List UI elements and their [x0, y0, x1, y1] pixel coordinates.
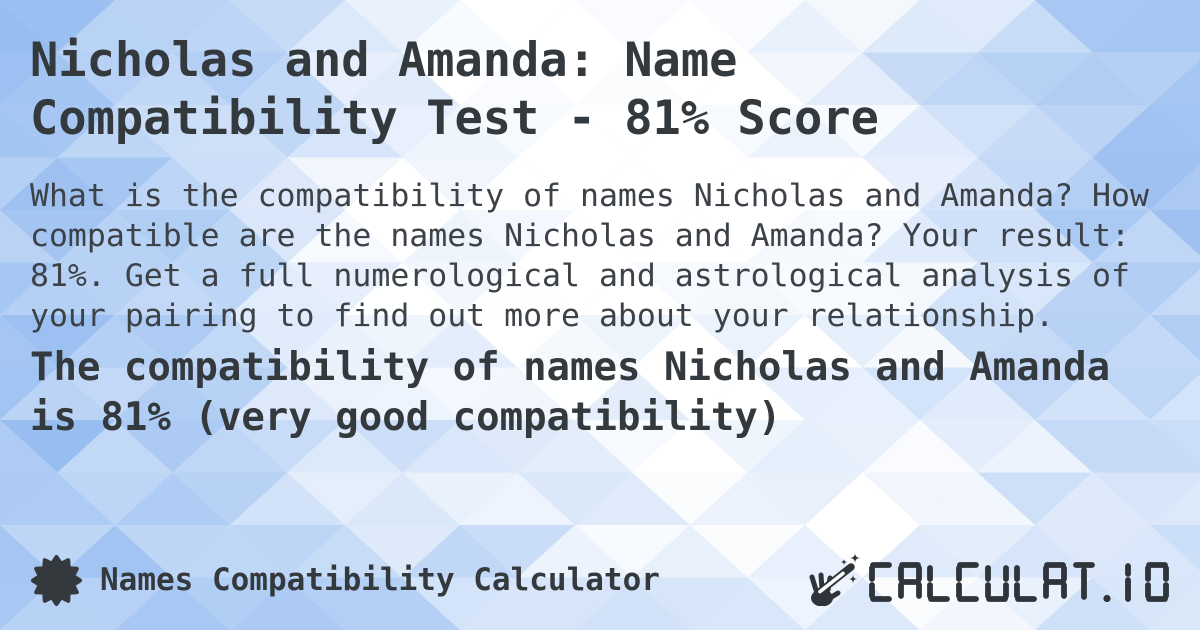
- brand-wordmark: [869, 562, 1169, 602]
- footer-app: Names Compatibility Calculator: [30, 552, 660, 608]
- brand-logo: [809, 550, 1174, 606]
- starburst-icon: [31, 554, 82, 606]
- page-description: What is the compatibility of names Nicho…: [30, 178, 1149, 334]
- page-title: Nicholas and Amanda: Name Compatibility …: [30, 33, 879, 146]
- magic-wand-hand-icon: [809, 552, 861, 606]
- result-heading: The compatibility of names Nicholas and …: [30, 345, 1111, 440]
- app-name-label: Names Compatibility Calculator: [100, 562, 660, 598]
